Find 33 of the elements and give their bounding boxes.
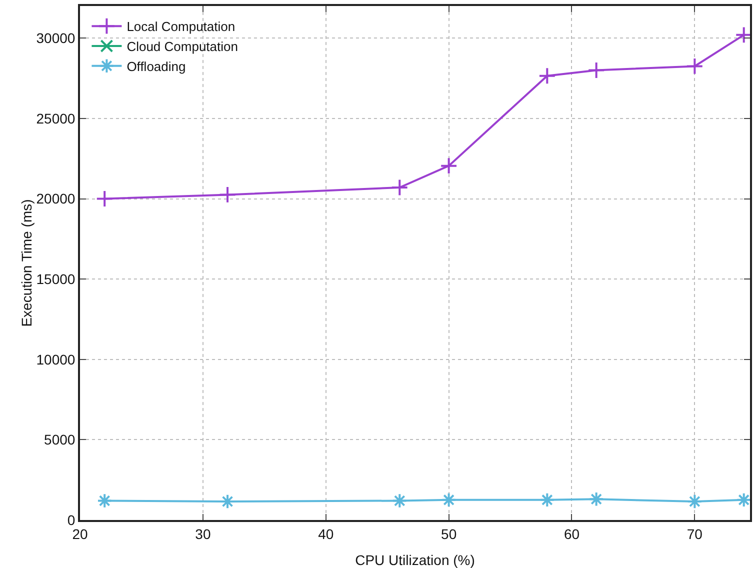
legend-label: Local Computation xyxy=(126,19,236,34)
y-tick-label: 5000 xyxy=(44,432,76,448)
point xyxy=(686,58,704,75)
point xyxy=(390,178,408,196)
point xyxy=(218,186,236,204)
x-axis-title: CPU Utilization (%) xyxy=(355,552,475,568)
point xyxy=(540,492,555,508)
point xyxy=(392,493,408,508)
point xyxy=(441,492,456,508)
point xyxy=(687,494,702,510)
y-tick-label: 20000 xyxy=(36,190,76,207)
y-tick-label: 30000 xyxy=(36,30,76,46)
y-tick-label: 25000 xyxy=(36,110,76,126)
point xyxy=(220,494,236,510)
x-tick-label: 30 xyxy=(195,526,211,542)
point xyxy=(96,190,114,208)
point xyxy=(440,157,458,175)
y-tick-label: 10000 xyxy=(36,351,76,368)
point xyxy=(96,493,112,508)
point xyxy=(588,62,606,79)
point xyxy=(736,492,750,508)
x-tick-label: 50 xyxy=(441,526,457,542)
y-tick-label: 15000 xyxy=(36,270,76,287)
y-axis-title: Execution Time (ms) xyxy=(18,199,34,327)
y-tick-label: 0 xyxy=(67,512,76,528)
x-tick-label: 40 xyxy=(318,526,334,542)
legend-label: Cloud Computation xyxy=(126,39,238,54)
x-tick-label: 60 xyxy=(564,526,580,542)
x-tick-label: 20 xyxy=(72,526,88,542)
legend-label: Offloading xyxy=(126,58,186,74)
point xyxy=(588,492,604,507)
point xyxy=(538,67,556,85)
x-tick-label: 70 xyxy=(686,526,703,542)
